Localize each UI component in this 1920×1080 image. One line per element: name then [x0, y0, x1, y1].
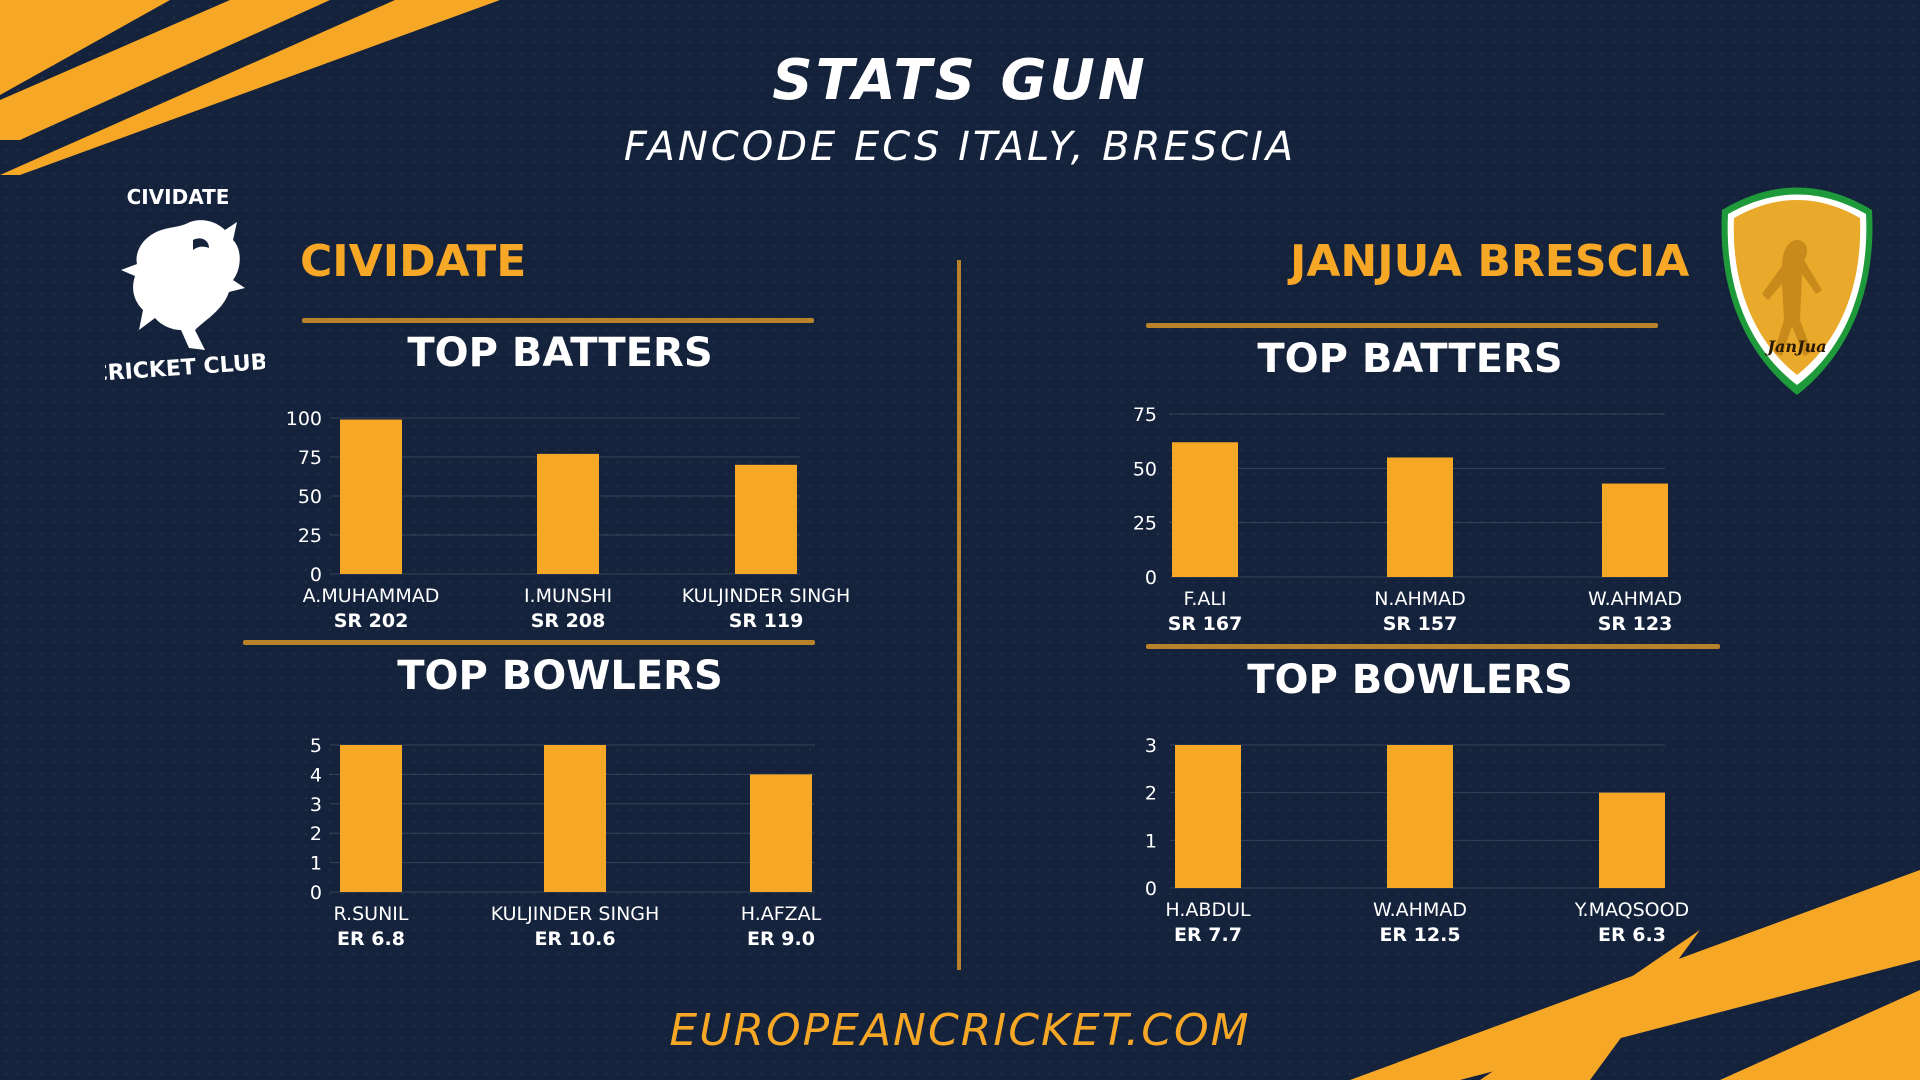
left_bowlers-category-label: H.AFZAL	[741, 903, 822, 925]
left-batters-title: TOP BATTERS	[407, 330, 713, 376]
right_bowlers-bar	[1175, 745, 1241, 888]
left_bowlers-bar	[750, 774, 812, 892]
left_batters-y-tick-label: 75	[298, 447, 322, 469]
left_batters-bar	[537, 453, 599, 574]
right_batters-bar	[1602, 483, 1668, 577]
janjua-brescia-logo: JanJua	[1721, 187, 1873, 395]
left_bowlers-y-tick-label: 5	[310, 735, 322, 757]
right_batters-sub-label: SR 157	[1383, 613, 1458, 635]
right-team-name: JANJUA BRESCIA	[1290, 236, 1690, 287]
dragon-icon	[121, 220, 245, 350]
right_bowlers-sub-label: ER 6.3	[1598, 924, 1666, 946]
right_batters-bar	[1172, 442, 1238, 577]
right_batters-sub-label: SR 123	[1598, 613, 1673, 635]
left_bowlers-y-tick-label: 0	[310, 882, 322, 904]
right_bowlers-sub-label: ER 12.5	[1379, 924, 1460, 946]
left_batters-bar	[735, 464, 797, 574]
center-divider	[957, 260, 961, 970]
right_bowlers-category-label: Y.MAQSOOD	[1574, 899, 1689, 921]
right_bowlers-y-tick-label: 1	[1145, 830, 1157, 852]
left_batters-sub-label: SR 119	[729, 610, 804, 632]
right_batters-y-tick-label: 0	[1145, 567, 1157, 589]
left_bowlers-category-label: R.SUNIL	[334, 903, 409, 925]
left_bowlers-bar	[544, 745, 606, 892]
right_bowlers-y-tick-label: 0	[1145, 878, 1157, 900]
logo-top-text: CIVIDATE	[127, 185, 230, 209]
left_batters-y-tick-label: 100	[286, 408, 322, 430]
logo-text: JanJua	[1764, 337, 1826, 356]
right-bowlers-title: TOP BOWLERS	[1247, 657, 1573, 703]
left-top-rule	[302, 318, 814, 323]
right_batters-category-label: N.AHMAD	[1374, 588, 1466, 610]
right-mid-rule	[1146, 644, 1720, 649]
left_bowlers-y-tick-label: 3	[310, 794, 322, 816]
right_bowlers-sub-label: ER 7.7	[1174, 924, 1242, 946]
right_batters-category-label: F.ALI	[1183, 588, 1226, 610]
right-top-rule	[1146, 323, 1658, 328]
left_batters-y-tick-label: 25	[298, 525, 322, 547]
left_batters-bar	[340, 419, 402, 574]
left_bowlers-sub-label: ER 10.6	[534, 928, 615, 950]
right_bowlers-bar	[1599, 792, 1665, 888]
cividate-cricket-club-logo: CIVIDATE CRICKET CLUB	[105, 185, 265, 387]
left_bowlers-sub-label: ER 9.0	[747, 928, 815, 950]
left_batters-category-label: KULJINDER SINGH	[682, 585, 851, 607]
right_batters-y-tick-label: 75	[1133, 404, 1157, 426]
left_batters-category-label: A.MUHAMMAD	[303, 585, 440, 607]
left_batters-sub-label: SR 202	[334, 610, 409, 632]
left_bowlers-y-tick-label: 2	[310, 823, 322, 845]
right_batters-sub-label: SR 167	[1168, 613, 1243, 635]
left_batters-sub-label: SR 208	[531, 610, 606, 632]
right_batters-y-tick-label: 25	[1133, 513, 1157, 535]
left_bowlers-y-tick-label: 1	[310, 853, 322, 875]
left_bowlers-sub-label: ER 6.8	[337, 928, 405, 950]
footer-website: EUROPEANCRICKET.COM	[669, 1005, 1251, 1056]
page-subtitle: FANCODE ECS ITALY, BRESCIA	[623, 124, 1297, 170]
left_bowlers-bar	[340, 745, 402, 892]
right-batters-title: TOP BATTERS	[1257, 336, 1563, 382]
right_bowlers-y-tick-label: 3	[1145, 735, 1157, 757]
page-title: STATS GUN	[772, 48, 1148, 113]
left-bowlers-title: TOP BOWLERS	[397, 653, 723, 699]
left_batters-y-tick-label: 0	[310, 564, 322, 586]
left-mid-rule	[243, 640, 815, 645]
batter-icon	[1762, 240, 1822, 356]
left_bowlers-y-tick-label: 4	[310, 764, 322, 786]
right_batters-bar	[1387, 457, 1453, 577]
right_batters-y-tick-label: 50	[1133, 458, 1157, 480]
right_bowlers-y-tick-label: 2	[1145, 783, 1157, 805]
left-team-name: CIVIDATE	[300, 236, 527, 287]
right_bowlers-category-label: H.ABDUL	[1165, 899, 1251, 921]
right_batters-category-label: W.AHMAD	[1588, 588, 1682, 610]
right_bowlers-category-label: W.AHMAD	[1373, 899, 1467, 921]
left_batters-y-tick-label: 50	[298, 486, 322, 508]
left_bowlers-category-label: KULJINDER SINGH	[491, 903, 660, 925]
right_bowlers-bar	[1387, 745, 1453, 888]
left_batters-category-label: I.MUNSHI	[524, 585, 612, 607]
